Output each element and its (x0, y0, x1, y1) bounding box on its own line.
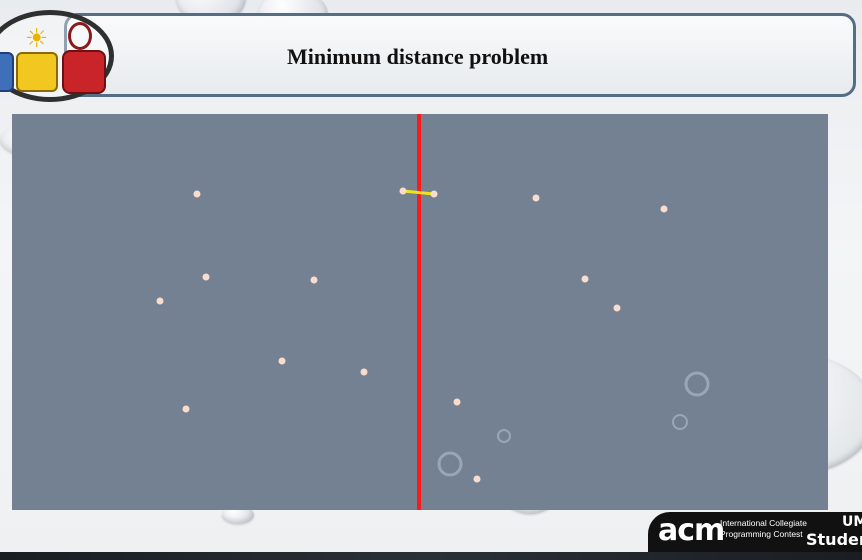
closest-pair-segment (402, 189, 435, 196)
data-point (453, 398, 461, 406)
acm-badge: acm International Collegiate Programming… (648, 512, 862, 552)
plot-drop (672, 414, 688, 430)
data-point (399, 187, 407, 195)
data-point (278, 357, 286, 365)
data-point (193, 190, 201, 198)
bottom-strip (0, 552, 862, 560)
scatter-plot (156, 114, 710, 510)
acm-tagline-1: International Collegiate (720, 518, 807, 528)
blue-puzzle-icon (0, 52, 14, 92)
data-point (202, 273, 210, 281)
acm-side-label-1: UM (842, 514, 862, 530)
data-point (660, 205, 668, 213)
plot-drop (497, 429, 511, 443)
red-knot-icon (68, 22, 92, 50)
plot-drop (437, 451, 463, 477)
data-point (532, 194, 540, 202)
data-point (360, 368, 368, 376)
data-point (182, 405, 190, 413)
data-point (581, 275, 589, 283)
water-drop (222, 506, 254, 524)
data-point (613, 304, 621, 312)
plot-drop (684, 371, 710, 397)
plot-area (12, 114, 828, 510)
acm-logo: acm (658, 513, 725, 548)
title-bar (64, 13, 856, 97)
data-point (473, 475, 481, 483)
red-block-icon (62, 50, 106, 94)
acm-tagline-2: Programming Contest (720, 529, 803, 539)
yellow-block-icon (16, 52, 58, 92)
slide-title: Minimum distance problem (287, 44, 549, 69)
data-point (310, 276, 318, 284)
acm-side-label-2: Student (806, 530, 862, 549)
lightbulb-icon: ☀ (25, 24, 49, 54)
data-point (156, 297, 164, 305)
data-point (430, 190, 438, 198)
